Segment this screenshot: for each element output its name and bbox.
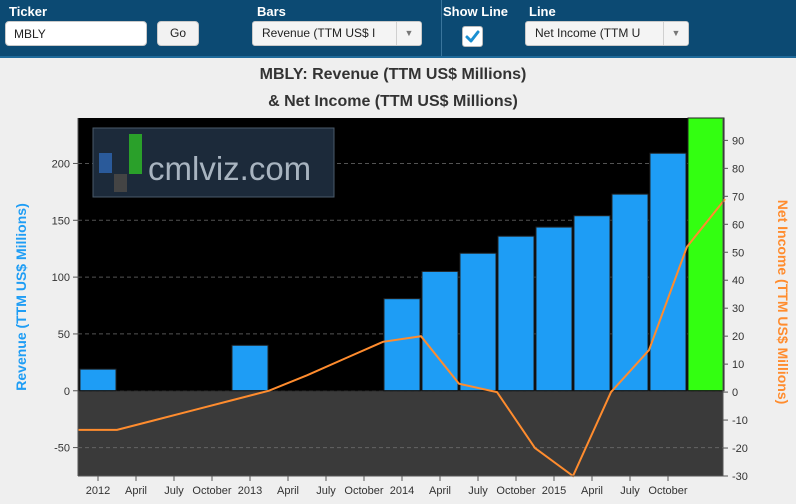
y2-tick-label: -30 <box>732 471 748 483</box>
bar <box>79 368 117 392</box>
bar <box>535 226 573 392</box>
y2-tick-label: 0 <box>732 387 738 399</box>
x-tick-label: April <box>125 485 147 497</box>
x-tick-label: October <box>192 485 231 497</box>
chart: MBLY: Revenue (TTM US$ Millions) & Net In… <box>13 66 791 497</box>
x-tick-label: April <box>581 485 603 497</box>
x-tick-label: April <box>429 485 451 497</box>
y2-tick-label: 10 <box>732 359 744 371</box>
chart-title: & Net Income (TTM US$ Millions) <box>268 93 518 110</box>
line-select[interactable]: Net Income (TTM U ▼ <box>525 21 689 46</box>
y-tick-label: 200 <box>52 158 70 170</box>
watermark-bar-grey <box>114 174 127 192</box>
x-tick-label: July <box>620 485 640 497</box>
bar <box>573 215 611 392</box>
y-tick-label: 150 <box>52 215 70 227</box>
bar <box>383 298 421 392</box>
net-income-line <box>78 198 726 478</box>
y-tick-label: 100 <box>52 272 70 284</box>
go-button[interactable]: Go <box>157 21 199 46</box>
y2-axis-title: Net Income (TTM US$ Millions) <box>775 200 791 405</box>
x-tick-label: July <box>468 485 488 497</box>
x-tick-label: October <box>648 485 687 497</box>
ticker-input[interactable] <box>5 21 147 46</box>
bars-label: Bars <box>257 4 286 19</box>
show-line-checkbox[interactable] <box>462 26 483 47</box>
watermark-text: cmlviz.com <box>148 150 311 187</box>
watermark-logo: cmlviz.com <box>92 127 335 198</box>
watermark-bar-green <box>129 134 142 174</box>
chart-title: MBLY: Revenue (TTM US$ Millions) <box>260 66 527 83</box>
bars-select-value: Revenue (TTM US$ I <box>262 26 376 40</box>
y2-tick-label: 20 <box>732 331 744 343</box>
line-label: Line <box>529 4 556 19</box>
bars-select[interactable]: Revenue (TTM US$ I ▼ <box>252 21 422 46</box>
bar <box>421 270 459 392</box>
controls-bar: Ticker Go Bars Revenue (TTM US$ I ▼ Show… <box>0 0 796 58</box>
ticker-label: Ticker <box>9 4 48 19</box>
watermark-box <box>92 127 335 198</box>
bar <box>459 252 497 392</box>
y2-tick-label: -20 <box>732 443 748 455</box>
x-tick-label: 2013 <box>238 485 262 497</box>
check-icon <box>465 30 480 43</box>
x-tick-label: July <box>316 485 336 497</box>
y2-tick-label: 60 <box>732 219 744 231</box>
show-line-label: Show Line <box>443 4 508 19</box>
y-tick-label: -50 <box>54 443 70 455</box>
x-tick-label: July <box>164 485 184 497</box>
divider <box>441 0 442 56</box>
y2-tick-label: 70 <box>732 191 744 203</box>
y-tick-label: 50 <box>58 329 70 341</box>
plot-background-negative <box>78 390 723 476</box>
y2-tick-label: 80 <box>732 163 744 175</box>
y2-tick-label: 40 <box>732 275 744 287</box>
x-tick-label: 2014 <box>390 485 414 497</box>
y2-tick-label: 50 <box>732 247 744 259</box>
y2-tick-label: -10 <box>732 415 748 427</box>
bar <box>649 152 687 392</box>
bar <box>611 193 649 392</box>
x-tick-label: 2015 <box>542 485 566 497</box>
bar <box>497 235 535 392</box>
y-tick-label: 0 <box>64 386 70 398</box>
chevron-down-icon: ▼ <box>396 22 421 45</box>
x-tick-label: October <box>496 485 535 497</box>
line-select-value: Net Income (TTM U <box>535 26 641 40</box>
y-axis-title: Revenue (TTM US$ Millions) <box>13 203 29 390</box>
x-tick-label: April <box>277 485 299 497</box>
chevron-down-icon: ▼ <box>663 22 688 45</box>
y2-tick-label: 30 <box>732 303 744 315</box>
watermark-bar-blue <box>99 153 112 173</box>
x-tick-label: 2012 <box>86 485 110 497</box>
y2-tick-label: 90 <box>732 135 744 147</box>
bar <box>231 344 269 392</box>
bar <box>687 117 725 392</box>
x-tick-label: October <box>344 485 383 497</box>
